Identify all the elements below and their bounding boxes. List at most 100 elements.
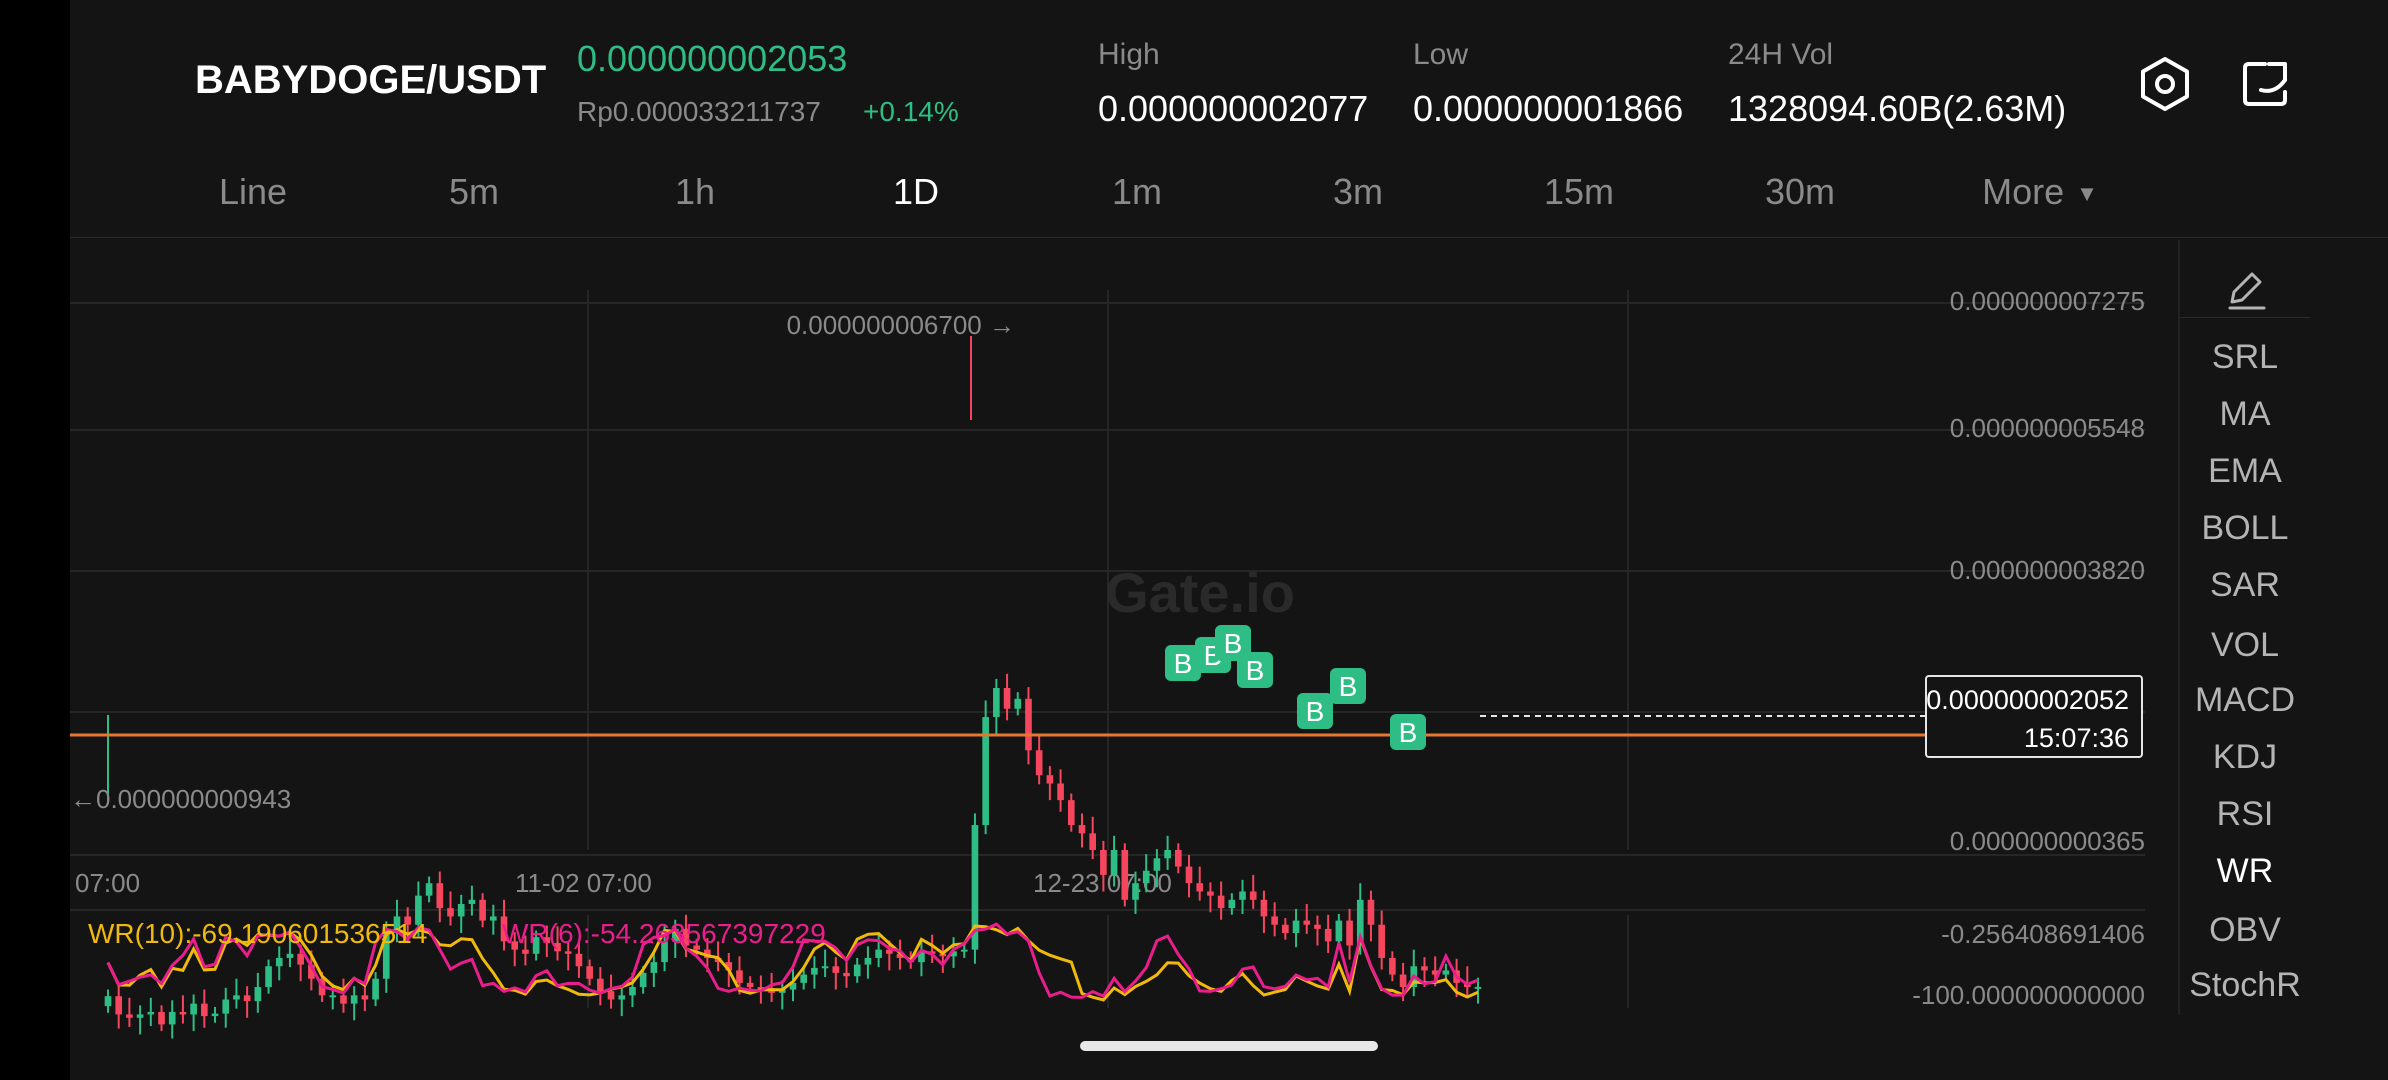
y-axis-label: 0.000000000365 [1950,826,2145,856]
buy-marker [1390,714,1426,750]
last-price: 0.000000002053 [577,38,848,79]
candle-down [543,937,551,944]
candle-down [886,949,893,954]
candle-up [661,941,668,963]
indicator-obv[interactable]: OBV [2209,911,2281,949]
indicator-ma[interactable]: MA [2219,395,2271,433]
candle-down [1421,966,1428,971]
buy-marker-label: B [1246,655,1265,686]
candle-down [447,908,454,917]
candle-up [393,916,401,934]
candle-down [1067,800,1075,826]
candle-down [757,987,765,990]
tab-5m[interactable]: 5m [449,171,499,213]
indicator-boll[interactable]: BOLL [2201,509,2289,547]
tab-1h[interactable]: 1h [675,171,715,213]
candle-up [918,951,925,963]
candle-down [1217,895,1225,909]
tab-line[interactable]: Line [219,171,287,213]
price-chart[interactable]: Gate.io 0.000000007275 0.000000005548 0.000… [70,0,2388,1080]
tab-15m[interactable]: 15m [1544,171,1614,213]
candle-down [361,995,369,1000]
pair-title[interactable]: BABYDOGE/USDT [195,58,547,102]
candle-down [1185,866,1193,884]
high-stat: High 0.000000002077 [1098,38,1368,130]
y-axis-label: 0.000000003820 [1950,555,2145,585]
candle-up [1110,849,1118,875]
wr10-label: WR(10):-69.190601536514 [88,918,427,949]
candle-down [1378,924,1385,958]
tab-label: Line [218,171,288,212]
settings-icon[interactable] [2135,54,2195,114]
candle-up [372,978,379,1000]
candle-down [201,1003,208,1017]
candle-up [489,916,497,921]
candle-down [308,964,315,979]
candle-up [971,825,979,950]
current-price-tag: 0.000000002052 15:07:36 [1925,675,2143,758]
low-value: 0.000000001866 [1413,88,1684,129]
candle-down [297,953,304,965]
candle-up [1239,891,1246,900]
candle-up [532,937,540,954]
wr6-line [106,922,1479,999]
candle-up [190,1003,197,1015]
candle-up [147,1011,155,1015]
tab-more[interactable]: More ▼ [1982,171,2098,213]
y-axis-label: 0.000000007275 [1950,286,2145,316]
share-icon[interactable] [2235,54,2295,114]
candle-down [693,945,700,950]
candle-up [950,951,957,957]
tab-label: 5m [448,171,500,212]
indicator-macd[interactable]: MACD [2194,681,2296,719]
candle-down [1249,891,1257,900]
candle-up [1442,970,1450,975]
candle-down [522,949,529,954]
indicator-kdj[interactable]: KDJ [2212,738,2278,776]
indicator-srl[interactable]: SRL [2211,338,2279,376]
indicator-sar[interactable]: SAR [2210,566,2280,604]
buy-marker-label: B [1399,717,1418,748]
indicator-wr[interactable]: WR [2216,852,2274,890]
indicator-vol[interactable]: VOL [2210,626,2280,664]
candle-down [1078,825,1086,834]
candle-up [254,987,262,1002]
candle-down [340,995,347,1004]
home-indicator[interactable] [1080,1041,1378,1051]
candle-up [1153,858,1161,871]
candle-up [425,883,433,896]
header-divider [70,237,2388,238]
tab-3m[interactable]: 3m [1333,171,1383,213]
buy-marker-label: B [1306,696,1325,727]
candle-up [382,933,390,979]
tab-30m[interactable]: 30m [1765,171,1835,213]
min-price-label: ←0.000000000943 [70,784,291,814]
candle-up [1132,883,1139,900]
tab-1d[interactable]: 1D [893,171,939,213]
candle-up [211,1013,219,1017]
draw-tool[interactable] [2180,258,2310,318]
candle-up [168,1011,176,1025]
candle-up [233,995,240,1000]
candle-up [821,966,829,969]
buy-marker [1237,652,1273,688]
interval-tabs: Line 5m 1h 1D 1m 3m 15m 30m More ▼ [70,168,2388,232]
candle-up [468,899,476,904]
candle-down [896,953,904,958]
candle-up [415,895,422,925]
indicator-stochr[interactable]: StochR [2189,966,2301,1004]
indicator-rsi[interactable]: RSI [2216,795,2274,833]
candle-down [928,951,936,954]
candle-up [982,717,989,826]
buy-marker [1165,645,1201,681]
low-label: Low [1413,38,1469,71]
candle-up [1228,899,1236,909]
caret-down-icon: ▼ [2076,181,2098,207]
indicator-ema[interactable]: EMA [2208,452,2282,490]
candle-down [179,1011,187,1015]
candle-down [126,1014,133,1018]
candle-up [639,972,647,988]
candle-down [158,1011,165,1025]
candle-down [1314,924,1321,929]
tab-1m[interactable]: 1m [1112,171,1162,213]
